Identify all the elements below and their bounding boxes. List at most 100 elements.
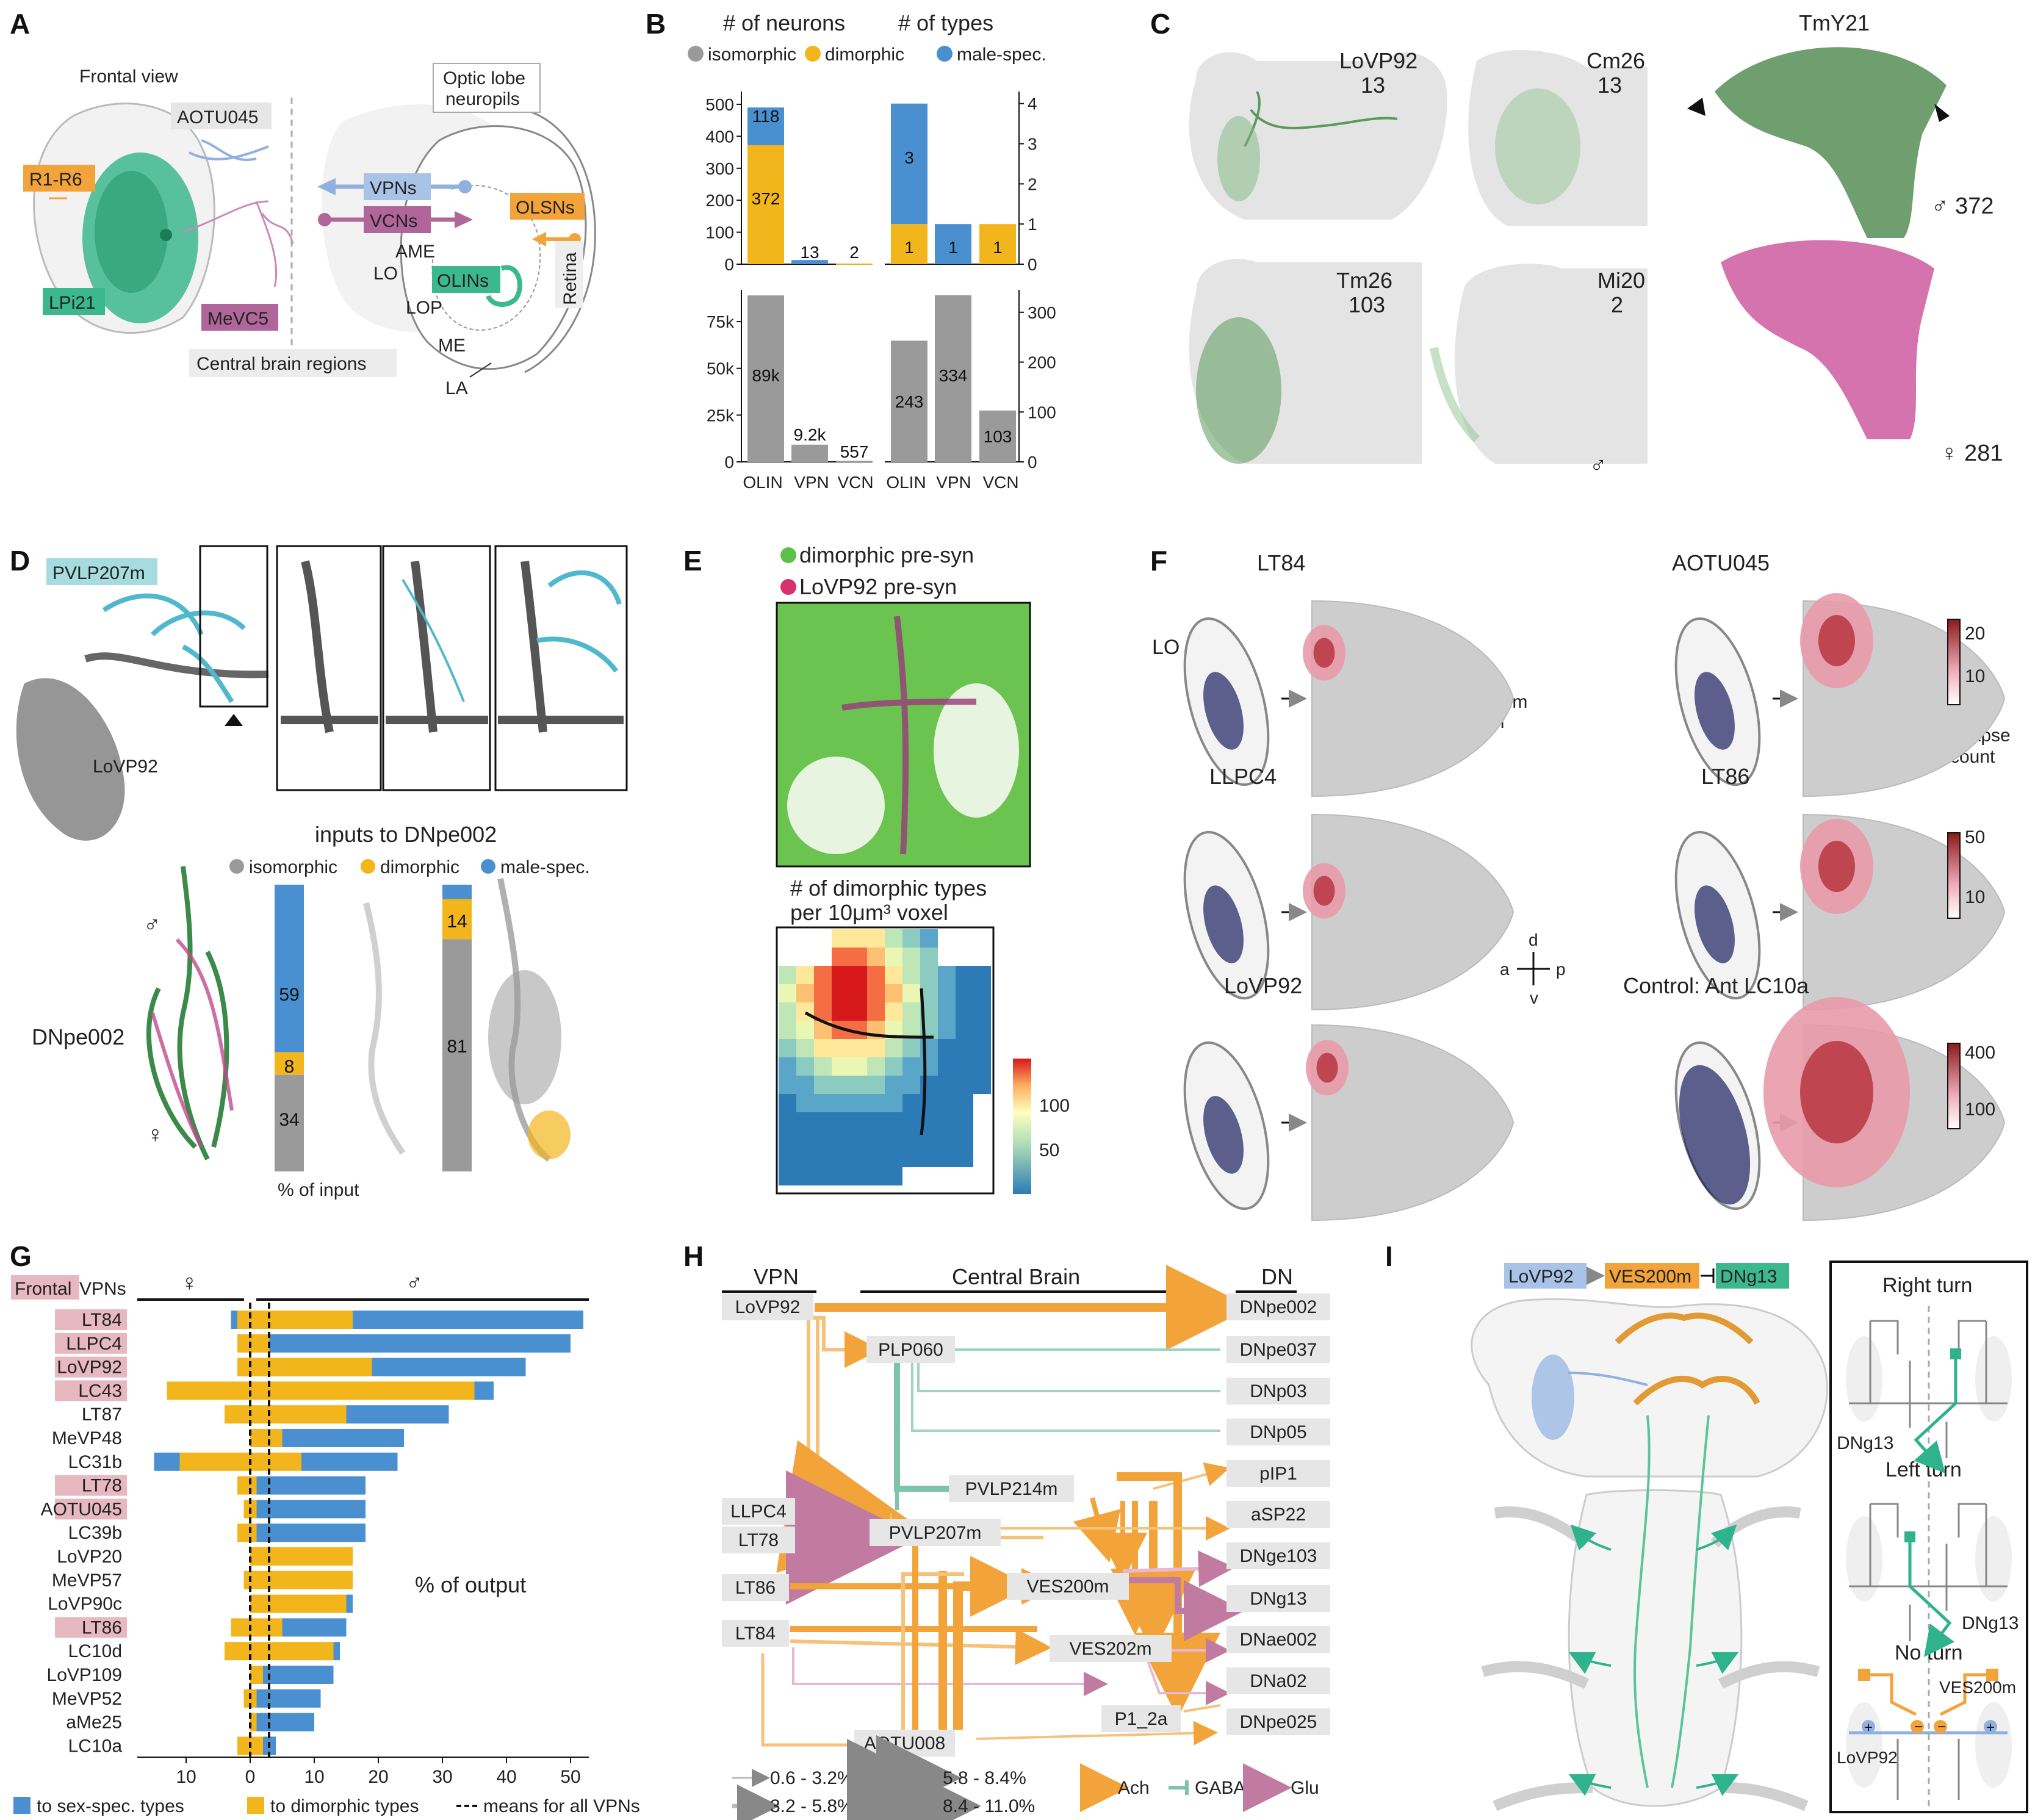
b-y-tick-label: 4 xyxy=(1028,95,1037,113)
h-header-central: Central Brain xyxy=(952,1264,1080,1289)
h-node xyxy=(1226,1460,1330,1487)
c-mi20-count: 2 xyxy=(1611,292,1623,317)
h-node-label: LT84 xyxy=(735,1624,776,1644)
h-node xyxy=(1226,1708,1330,1735)
e-heatmap-cell xyxy=(849,1039,867,1057)
e-legend-dim-swatch xyxy=(780,547,796,563)
c-brain-mi20 xyxy=(1455,264,1648,464)
panel-f: LO ommatidium direction input synapse co… xyxy=(1152,550,2011,1221)
h-node xyxy=(1226,1585,1330,1612)
g-row-label: LT84 xyxy=(82,1310,122,1330)
f-colorbar xyxy=(1947,619,1961,705)
e-heatmap-cell xyxy=(832,966,849,984)
b-bar-label: 9.2k xyxy=(794,425,827,444)
b-chart-top-left: 0 100 200 300 400 500 118 372 13 2 xyxy=(705,92,873,274)
e-heatmap-cell xyxy=(885,1002,902,1021)
vpns-arrow-head xyxy=(317,178,336,195)
e-heatmap-cell xyxy=(902,1094,920,1112)
e-heatmap-cell xyxy=(920,1149,938,1167)
mevc5-neuron xyxy=(182,200,294,287)
e-heatmap-cell xyxy=(796,1149,814,1167)
g-row-label: LoVP109 xyxy=(47,1665,122,1685)
f-item-name: AOTU045 xyxy=(1672,550,1770,575)
g-row-highlight xyxy=(55,1333,127,1354)
i-no-turn-left-node xyxy=(1858,1669,1870,1681)
e-heatmap-cell xyxy=(867,929,885,948)
e-heatmap-cell xyxy=(779,1112,796,1131)
frontal-view-label: Frontal view xyxy=(79,67,178,87)
e-heatmap-cell xyxy=(796,1076,814,1094)
e-heatmap-cell xyxy=(814,1039,832,1057)
h-node xyxy=(1226,1378,1330,1405)
b-cat-vcn-right: VCN xyxy=(982,473,1018,492)
b-y-tick-label: 500 xyxy=(705,95,734,114)
g-bar-male-dim xyxy=(250,1594,347,1613)
g-legend-sex-swatch xyxy=(13,1797,31,1814)
g-male-symbol: ♂ xyxy=(406,1270,423,1296)
g-bar-male-sex xyxy=(282,1429,404,1447)
c-cm26-count: 13 xyxy=(1597,73,1622,98)
b-cat-vcn-left: VCN xyxy=(837,473,873,492)
panel-d: PVLP207m LoVP92 inputs to DNpe002 isomor… xyxy=(16,545,628,1200)
d-bar-segment xyxy=(442,939,472,1171)
e-heatmap-cell xyxy=(956,984,973,1002)
h-tx-glu: Glu xyxy=(1291,1778,1319,1798)
h-node xyxy=(866,1336,955,1363)
b-y-tick-label: 0 xyxy=(724,453,734,472)
e-heatmap-cell xyxy=(885,1039,902,1057)
d-dnpe002-label: DNpe002 xyxy=(32,1024,124,1049)
b-y-tick-label: 200 xyxy=(1028,353,1056,372)
e-top-image-hole-2 xyxy=(934,683,1019,818)
g-bar-male-dim xyxy=(250,1736,263,1755)
g-row-highlight xyxy=(55,1617,127,1638)
vcns-tag-label: VCNs xyxy=(370,211,417,231)
panel-label-h: H xyxy=(683,1240,704,1272)
b-bar-label: 13 xyxy=(800,243,819,262)
i-no-turn-circuit xyxy=(1849,1673,2008,1800)
g-row-label: MeVP48 xyxy=(52,1428,122,1448)
e-heatmap-cell xyxy=(938,1094,956,1112)
b-bar-segment xyxy=(891,224,927,264)
e-heatmap-cell xyxy=(885,1167,902,1185)
h-tx-gaba: GABA xyxy=(1195,1778,1245,1798)
h-node-label: aSP22 xyxy=(1251,1505,1306,1525)
d-bar-label: 34 xyxy=(279,1110,299,1130)
e-heatmap-cell xyxy=(920,1131,938,1149)
b-y-tick-label: 0 xyxy=(724,255,734,274)
d-input-bars: 59 8 34 14 81 xyxy=(275,885,472,1171)
f-item-name: LoVP92 xyxy=(1224,973,1302,998)
c-lovp92-count: 13 xyxy=(1361,73,1385,98)
e-top-image-hole-1 xyxy=(787,757,885,854)
h-header-vpn: VPN xyxy=(754,1264,799,1289)
d-female-symbol: ♀ xyxy=(146,1122,164,1148)
r1r6-tag xyxy=(23,165,95,192)
e-heatmap-cell xyxy=(956,1076,973,1094)
f-neuron-arbor xyxy=(1695,885,1735,963)
b-bar-label: 2 xyxy=(849,243,859,262)
b-bar-label: 334 xyxy=(939,366,968,385)
e-heatmap-cell xyxy=(779,1149,796,1167)
e-heatmap-cell xyxy=(814,1149,832,1167)
d-bar-label: 14 xyxy=(447,912,467,932)
b-y-tick-label: 25k xyxy=(707,406,735,425)
e-heatmap-cell xyxy=(849,1002,867,1021)
retina-label: Retina xyxy=(560,252,580,305)
panel-g: Frontal VPNs ♀ ♂ 10 0 10 20 30 40 50 LT84 LLPC4 L… xyxy=(11,1270,640,1816)
e-heatmap-cell xyxy=(832,1076,849,1094)
g-legend-dim-swatch xyxy=(247,1797,264,1814)
h-weight-4: 8.4 - 11.0% xyxy=(943,1796,1035,1816)
h-weight-legend: 0.6 - 3.2% 3.2 - 5.8% 5.8 - 8.4% 8.4 - 1… xyxy=(732,1735,1035,1820)
g-bar-male-dim xyxy=(250,1618,283,1637)
e-heatmap-cell xyxy=(832,1167,849,1185)
g-bar-female-dim xyxy=(237,1523,250,1542)
e-heatmap-cell xyxy=(779,1021,796,1039)
c-tmy21-male xyxy=(1715,47,1947,238)
vpns-arrow-dot xyxy=(458,180,472,193)
c-brain-cm26 xyxy=(1468,49,1648,226)
g-bar-female-dim xyxy=(237,1311,250,1329)
e-legend-lovp92: LoVP92 pre-syn xyxy=(799,574,957,599)
b-cat-olin-right: OLIN xyxy=(886,473,926,492)
e-heatmap-cell xyxy=(814,984,832,1002)
panel-c: LoVP92 13 Cm26 13 Tm26 103 Mi20 2 ♂ TmY2… xyxy=(1189,10,2003,478)
g-bar-female-dim xyxy=(243,1500,250,1519)
